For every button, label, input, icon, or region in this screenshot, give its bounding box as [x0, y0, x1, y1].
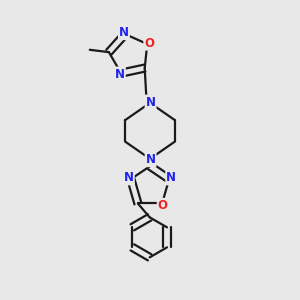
Text: N: N: [166, 171, 176, 184]
Text: N: N: [124, 171, 134, 184]
Text: N: N: [146, 95, 156, 109]
Text: N: N: [115, 68, 125, 80]
Text: O: O: [158, 199, 168, 212]
Text: N: N: [146, 153, 156, 166]
Text: N: N: [119, 26, 129, 39]
Text: O: O: [144, 37, 154, 50]
